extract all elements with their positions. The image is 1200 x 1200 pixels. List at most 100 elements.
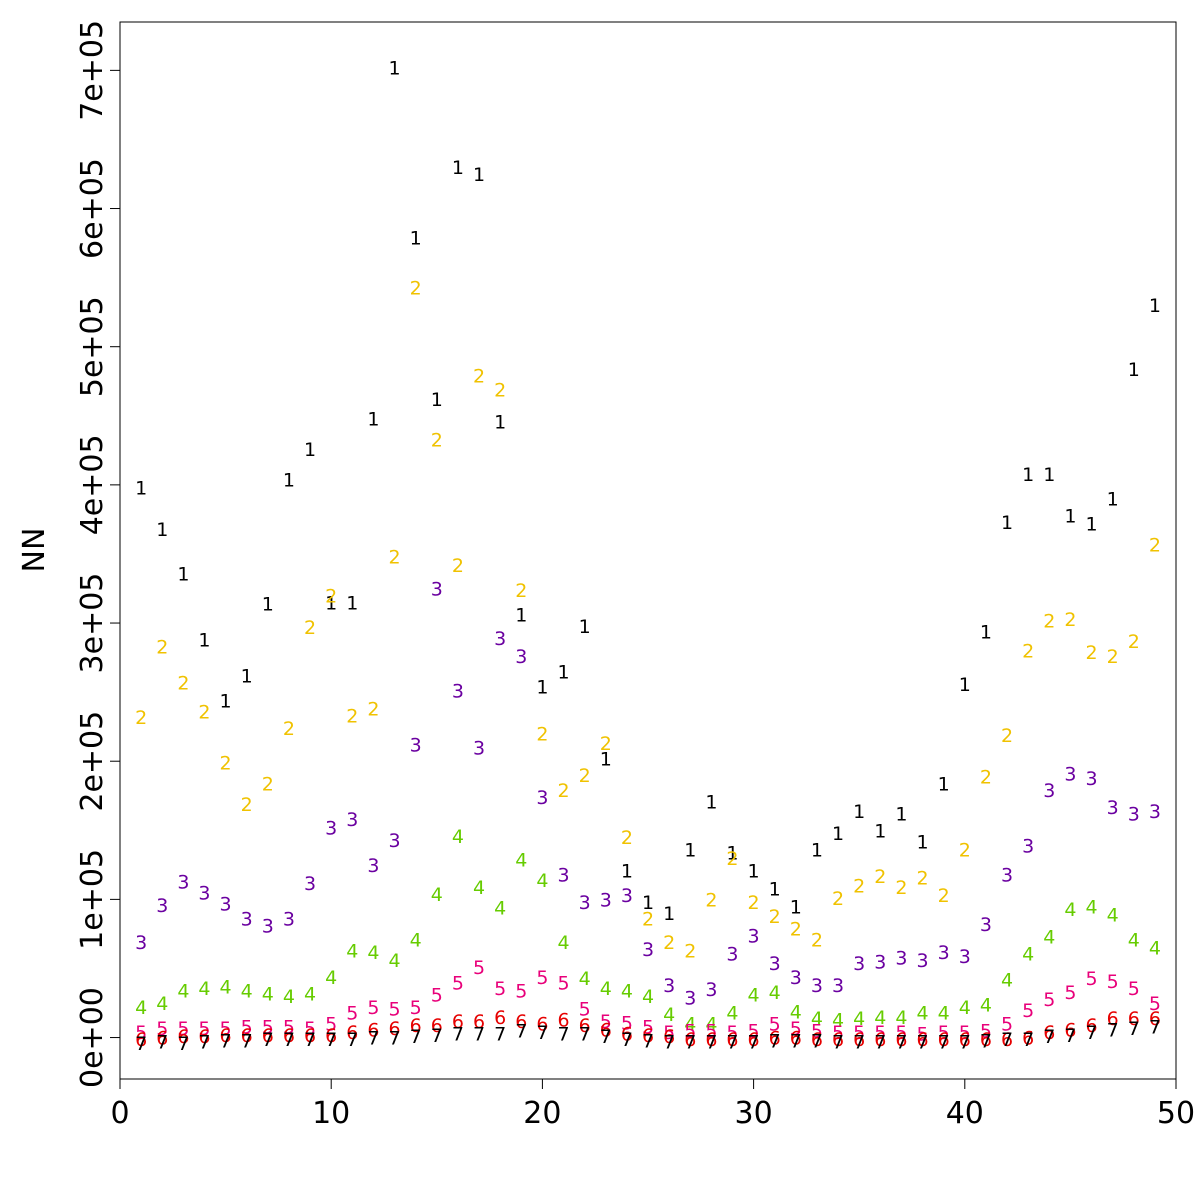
data-point: 7 [325,1029,337,1051]
data-point: 4 [557,932,569,954]
data-point: 1 [832,823,844,845]
data-point: 2 [874,866,886,888]
data-point: 5 [431,985,443,1007]
data-point: 4 [705,1014,717,1036]
data-point: 4 [473,877,485,899]
data-point: 3 [410,735,422,757]
data-point: 2 [895,877,907,899]
data-point: 1 [959,674,971,696]
data-point: 3 [980,914,992,936]
data-point: 4 [1064,899,1076,921]
data-point: 1 [536,677,548,699]
data-point: 3 [959,946,971,968]
data-point: 7 [452,1023,464,1045]
data-point: 7 [515,1021,527,1043]
data-point: 7 [769,1030,781,1052]
data-point: 7 [410,1026,422,1048]
data-point: 7 [346,1029,358,1051]
data-point: 5 [895,1022,907,1044]
data-point: 3 [684,987,696,1009]
data-point: 3 [1128,804,1140,826]
data-point: 3 [832,975,844,997]
data-point: 1 [874,820,886,842]
data-point: 4 [895,1007,907,1029]
data-point: 4 [325,967,337,989]
data-point: 6 [663,1026,675,1048]
data-point: 1 [769,878,781,900]
data-point: 6 [705,1029,717,1051]
data-point: 3 [283,909,295,931]
data-point: 3 [726,943,738,965]
data-point: 5 [917,1023,929,1045]
data-point: 1 [1022,464,1034,486]
data-point: 6 [811,1029,823,1051]
data-point: 2 [241,794,253,816]
data-point: 4 [684,1014,696,1036]
data-point: 6 [1128,1008,1140,1030]
data-point: 6 [600,1019,612,1041]
data-point: 2 [283,718,295,740]
data-point: 1 [1085,514,1097,536]
data-point: 6 [579,1015,591,1037]
data-point: 1 [346,592,358,614]
data-point: 2 [557,780,569,802]
data-point: 6 [790,1028,802,1050]
data-point: 3 [1043,780,1055,802]
data-point: 1 [579,616,591,638]
data-point: 1 [917,831,929,853]
data-point: 4 [283,986,295,1008]
data-point: 6 [367,1019,379,1041]
data-point: 6 [938,1029,950,1051]
data-point: 5 [1022,1000,1034,1022]
data-point: 6 [621,1023,633,1045]
data-point: 5 [684,1021,696,1043]
data-point: 5 [705,1021,717,1043]
data-point: 5 [1085,968,1097,990]
data-point: 4 [304,983,316,1005]
data-point: 1 [1128,359,1140,381]
data-point: 2 [1022,641,1034,663]
data-point: 5 [367,997,379,1019]
data-point: 1 [600,748,612,770]
data-point: 6 [325,1025,337,1047]
data-point: 2 [220,753,232,775]
data-point: 6 [473,1011,485,1033]
data-point: 7 [938,1032,950,1054]
data-point: 4 [1149,938,1161,960]
data-point: 4 [832,1010,844,1032]
data-point: 7 [642,1030,654,1052]
data-point: 1 [156,519,168,541]
data-point: 6 [748,1029,760,1051]
data-point: 1 [431,389,443,411]
data-point: 4 [1022,943,1034,965]
data-point: 6 [262,1025,274,1047]
data-point: 2 [410,277,422,299]
data-point: 2 [325,585,337,607]
data-point: 2 [515,580,527,602]
data-point: 3 [494,628,506,650]
data-point: 2 [452,555,464,577]
data-point: 1 [748,860,760,882]
data-point: 2 [705,889,717,911]
data-point: 7 [536,1022,548,1044]
data-point: 3 [431,578,443,600]
data-point: 5 [452,972,464,994]
data-point: 3 [557,865,569,887]
data-point: 7 [790,1030,802,1052]
data-point: 2 [198,701,210,723]
data-point: 3 [769,953,781,975]
data-point: 3 [917,950,929,972]
data-point: 3 [579,892,591,914]
data-point: 5 [811,1021,823,1043]
data-point: 7 [241,1030,253,1052]
data-point: 4 [135,997,147,1019]
data-point: 7 [579,1023,591,1045]
data-point: 1 [705,791,717,813]
data-point: 3 [177,871,189,893]
data-point: 7 [705,1032,717,1054]
data-point: 2 [832,888,844,910]
